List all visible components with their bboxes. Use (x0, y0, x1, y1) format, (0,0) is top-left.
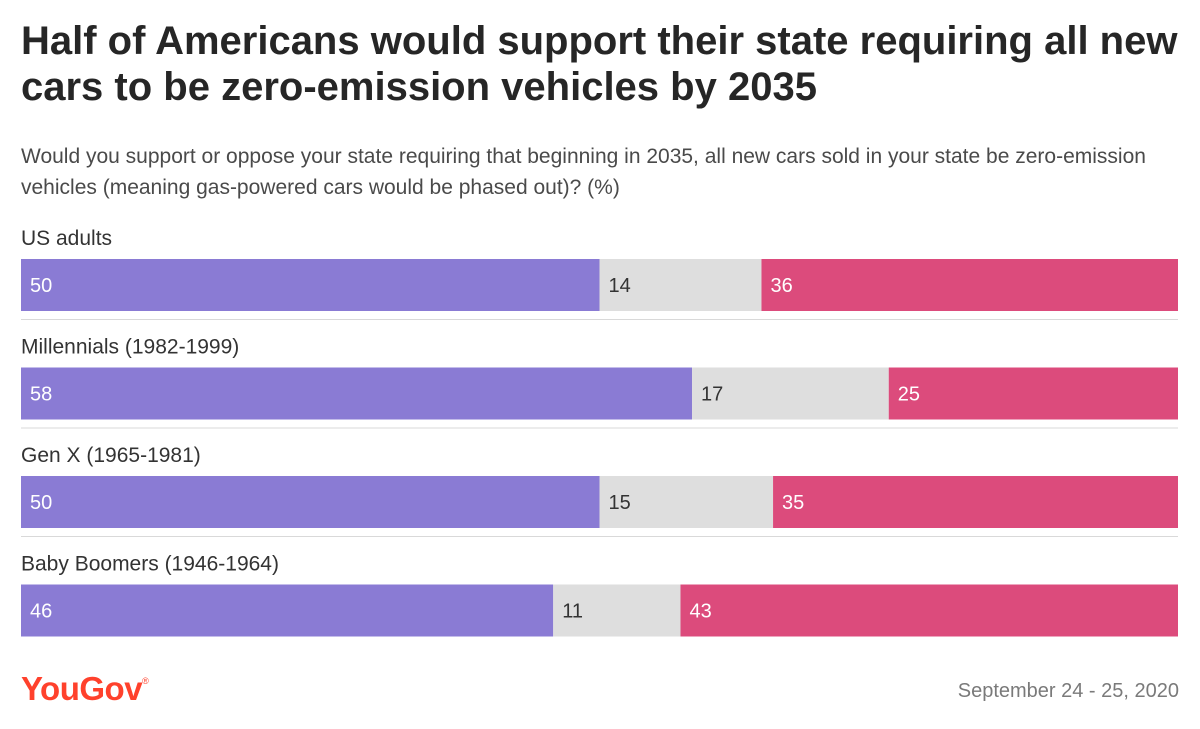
bar-segment (21, 584, 554, 637)
category-label: US adults (21, 227, 112, 250)
data-label: 36 (770, 275, 792, 297)
bar-segment (21, 367, 693, 420)
bar-segment (21, 476, 600, 528)
brand-name: YouGov (21, 670, 143, 707)
bar-segment (599, 259, 762, 311)
category-label: Gen X (1965-1981) (21, 444, 201, 467)
data-label: 17 (701, 384, 723, 406)
data-label: 15 (609, 492, 631, 514)
data-label: 46 (30, 601, 52, 623)
category-label: Baby Boomers (1946-1964) (21, 553, 279, 576)
bar-segment (553, 584, 681, 637)
chart-title: Half of Americans would support their st… (21, 19, 1178, 109)
data-label: 43 (689, 601, 711, 623)
data-label: 25 (898, 384, 920, 406)
data-label: 11 (562, 601, 583, 623)
bar-segment (21, 259, 600, 311)
bar-segment (692, 367, 889, 420)
bar-segment (888, 367, 1178, 420)
data-label: 35 (782, 492, 804, 514)
data-label: 50 (30, 492, 52, 514)
bar-segment (761, 259, 1178, 311)
stacked-bar-chart: US adults 50 14 36 Millennials (1982-1999) 58… (21, 227, 1178, 637)
bar-segment (773, 476, 1178, 528)
yougov-logo: YouGov® (21, 670, 149, 708)
data-label: 14 (609, 275, 631, 297)
data-label: 58 (30, 384, 52, 406)
bar-segment (680, 584, 1178, 637)
chart-subtitle: Would you support or oppose your state r… (21, 145, 1146, 199)
brand-mark: ® (142, 676, 149, 686)
data-label: 50 (30, 275, 52, 297)
bar-segment (599, 476, 774, 528)
category-label: Millennials (1982-1999) (21, 336, 239, 359)
survey-date: September 24 - 25, 2020 (957, 680, 1179, 702)
